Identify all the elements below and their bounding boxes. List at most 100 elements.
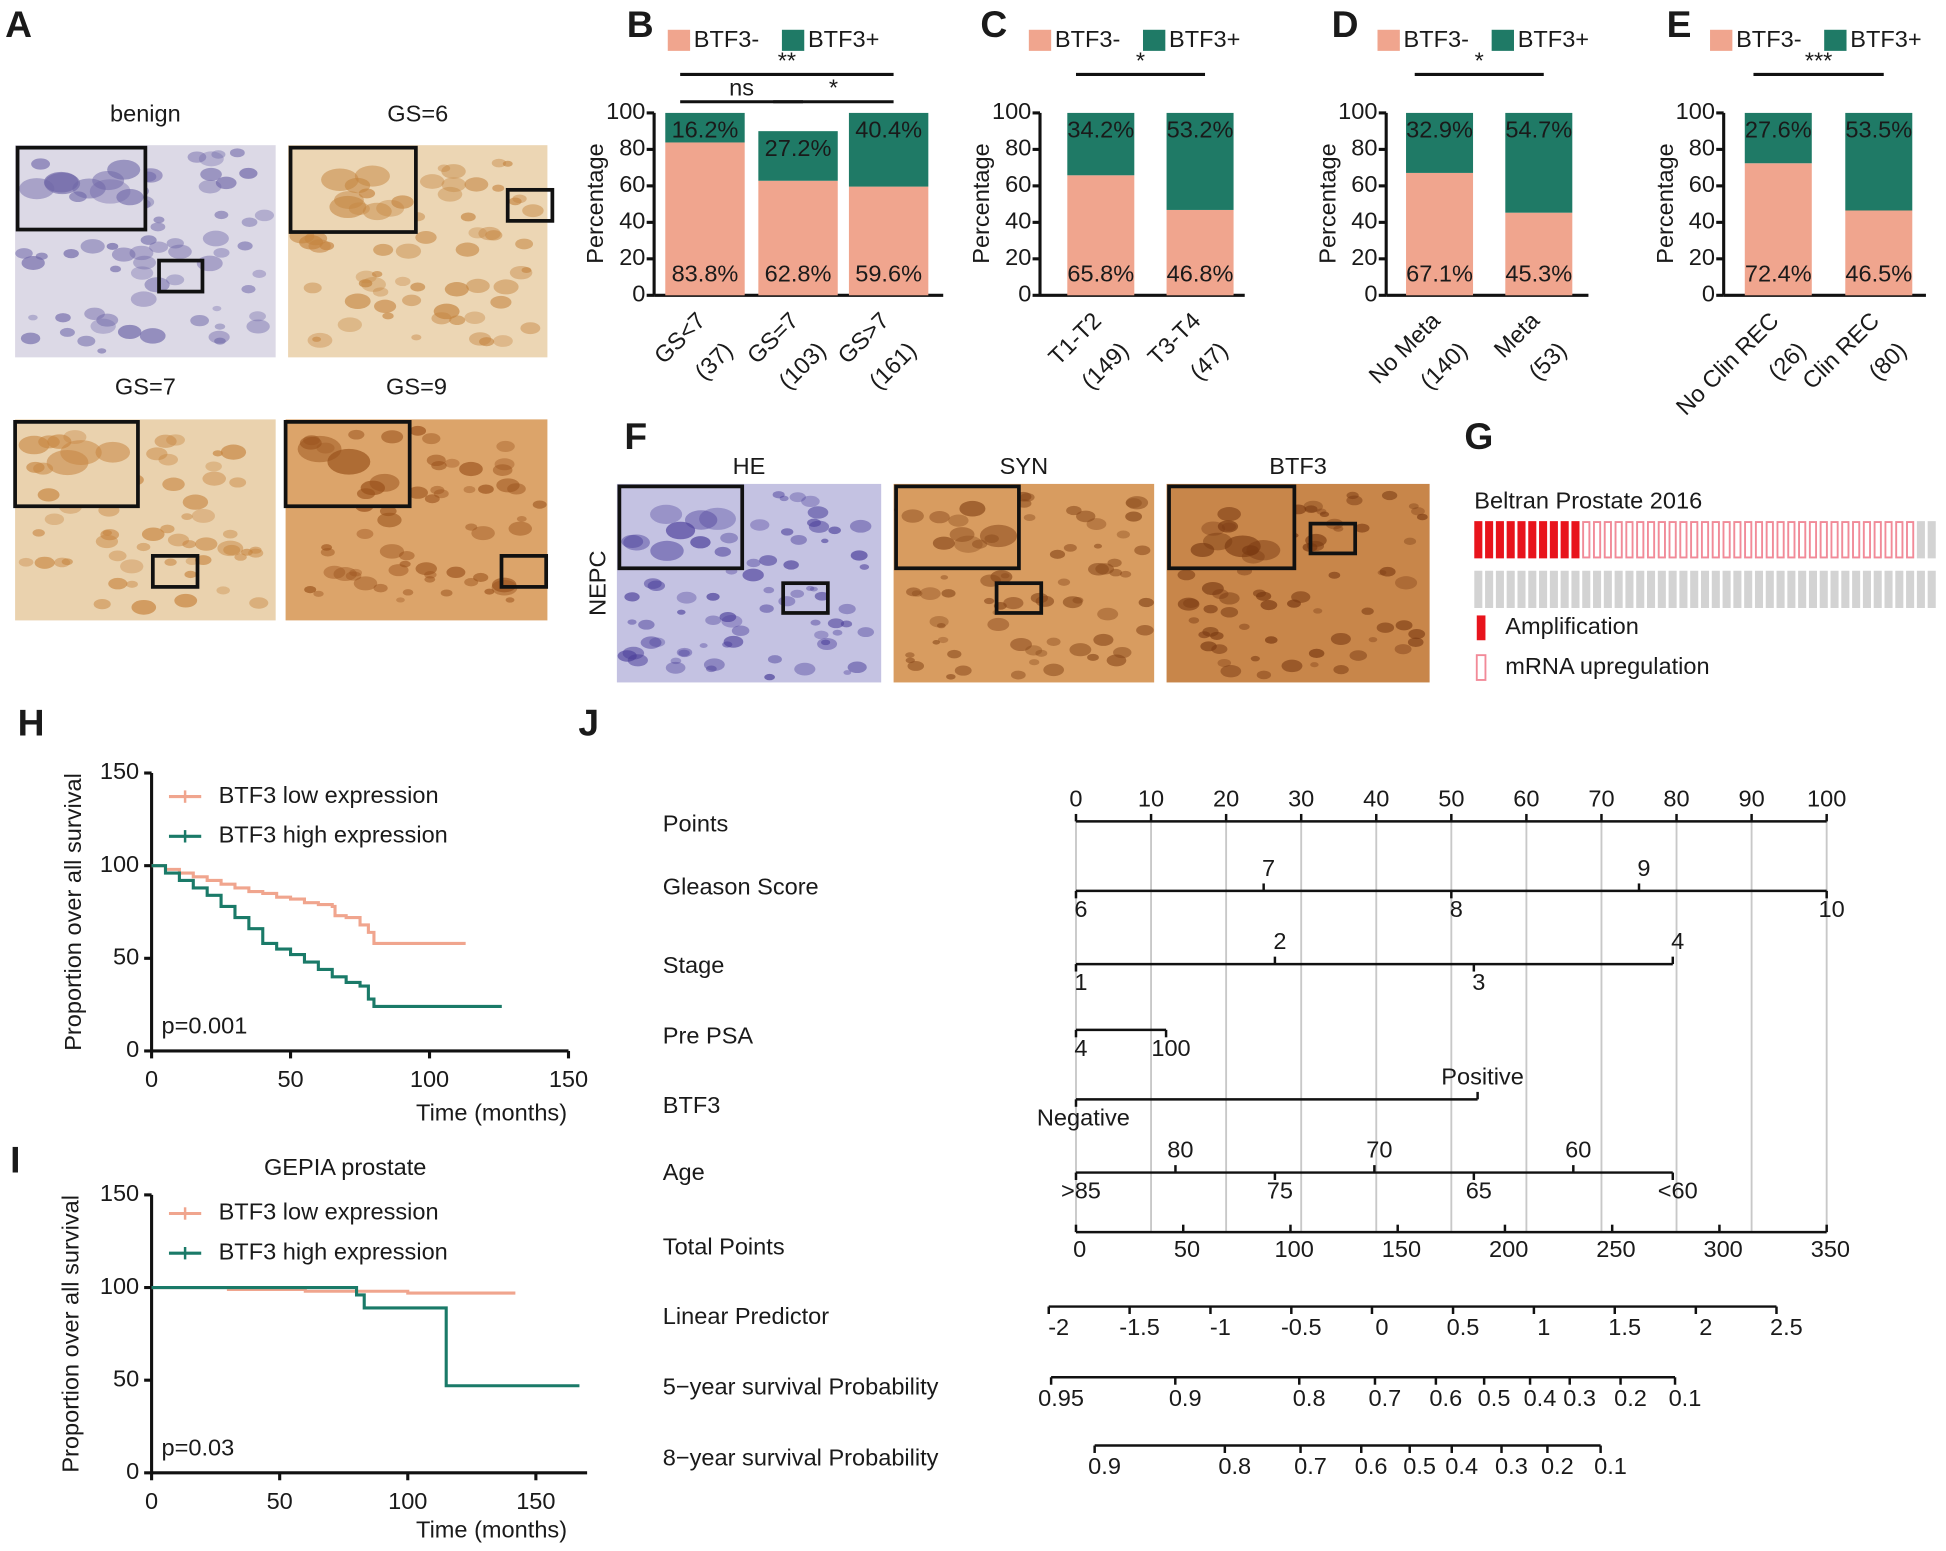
texture — [407, 486, 428, 499]
tick-label: 0.5 — [1403, 1453, 1436, 1479]
texture — [906, 587, 921, 597]
tick-label: 0.6 — [1429, 1385, 1462, 1411]
texture — [508, 197, 522, 206]
texture — [402, 294, 422, 307]
tick-label: >85 — [1061, 1178, 1101, 1204]
unaltered-cell — [1657, 570, 1666, 608]
texture — [213, 247, 230, 258]
texture — [353, 576, 378, 591]
texture — [647, 580, 666, 591]
texture — [20, 332, 41, 345]
legend-label: BTF3 high expression — [219, 1238, 448, 1264]
image-title: HE — [733, 453, 766, 479]
image-title: GS=7 — [115, 374, 176, 400]
y-tick-label: 0 — [632, 281, 645, 307]
texture — [1313, 608, 1323, 614]
texture — [699, 507, 736, 530]
texture — [1403, 537, 1417, 545]
y-tick-label: 0 — [126, 1458, 139, 1484]
texture — [108, 550, 127, 562]
tick-label: 70 — [1366, 1137, 1392, 1163]
unaltered-cell — [1754, 570, 1764, 608]
tick-label: 0.3 — [1495, 1453, 1528, 1479]
tick-label: 0.8 — [1218, 1453, 1251, 1479]
texture — [95, 441, 131, 463]
texture — [174, 593, 198, 608]
data-label: 83.8% — [672, 261, 739, 287]
texture — [828, 526, 841, 535]
texture — [1093, 633, 1114, 646]
texture — [415, 231, 437, 244]
tick-label: -2 — [1048, 1314, 1069, 1340]
unaltered-cell — [1862, 570, 1871, 608]
texture — [849, 519, 872, 533]
texture — [464, 311, 486, 324]
y-tick-label: 0 — [1702, 281, 1715, 307]
y-tick-label: 80 — [619, 135, 645, 161]
texture — [638, 619, 655, 630]
texture — [623, 534, 650, 551]
inset-frame — [13, 420, 140, 509]
texture — [1354, 523, 1370, 533]
y-tick-label: 60 — [1351, 171, 1377, 197]
mrna-cell — [1776, 521, 1785, 559]
y-axis-label: Percentage — [1314, 143, 1340, 264]
texture — [182, 494, 209, 510]
texture — [1095, 563, 1115, 575]
texture — [320, 548, 335, 557]
unaltered-cell — [1700, 570, 1710, 608]
texture — [505, 597, 515, 603]
texture — [469, 332, 492, 346]
unaltered-cell — [1614, 570, 1623, 608]
amplification-cell — [1517, 521, 1526, 559]
texture — [379, 544, 405, 559]
texture — [1025, 645, 1043, 656]
mrna-cell — [1819, 521, 1828, 559]
bar-segment — [1505, 212, 1573, 296]
texture — [473, 572, 489, 582]
bar-segment — [848, 112, 929, 187]
texture — [21, 255, 45, 270]
unaltered-cell — [1744, 570, 1753, 608]
texture — [214, 323, 226, 330]
texture — [1264, 636, 1278, 644]
texture — [391, 195, 414, 209]
tick-label: 2.5 — [1770, 1314, 1803, 1340]
texture — [241, 217, 258, 227]
mrna-cell — [1787, 521, 1796, 559]
texture — [337, 317, 362, 333]
tick-label: 50 — [1174, 1236, 1200, 1262]
texture — [371, 271, 383, 278]
unaltered-cell — [1927, 570, 1936, 608]
texture — [1035, 649, 1048, 657]
texture — [131, 599, 157, 615]
mrna-cell — [1852, 521, 1861, 559]
texture — [214, 337, 226, 345]
texture — [329, 195, 367, 219]
texture — [1177, 569, 1196, 581]
tick-label: 0 — [1073, 1236, 1086, 1262]
texture — [129, 245, 154, 261]
texture — [223, 544, 241, 556]
bar-segment — [1067, 112, 1135, 176]
amplification-cell — [1549, 521, 1558, 559]
inset-frame — [617, 484, 745, 571]
legend-label: BTF3 low expression — [219, 1199, 439, 1225]
bar-segment — [1406, 112, 1474, 173]
texture — [1287, 599, 1301, 608]
texture — [919, 587, 941, 600]
tick-label: 75 — [1267, 1178, 1293, 1204]
y-tick-label: 100 — [606, 98, 645, 124]
texture — [515, 238, 534, 250]
texture — [901, 509, 924, 523]
bar-segment — [758, 131, 838, 181]
data-label: 53.5% — [1845, 117, 1912, 143]
texture — [349, 568, 363, 577]
data-label: 54.7% — [1505, 117, 1572, 143]
texture — [763, 586, 775, 594]
texture — [987, 617, 1010, 632]
texture — [806, 585, 815, 591]
y-axis-label: Proportion over all survival — [57, 1195, 83, 1473]
texture — [229, 477, 247, 488]
x-axis-label: Time (months) — [416, 1516, 567, 1542]
